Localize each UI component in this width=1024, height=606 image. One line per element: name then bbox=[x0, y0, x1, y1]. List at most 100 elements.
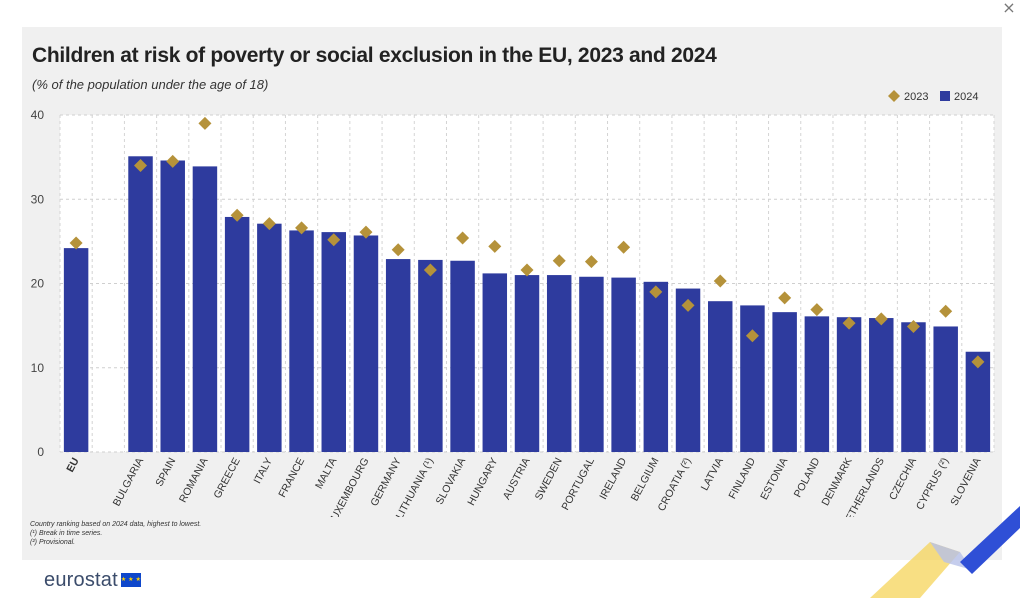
eu-flag-icon: ★ ★ ★ bbox=[120, 573, 141, 587]
bar-2024 bbox=[385, 259, 411, 452]
x-tick-label: GREECE bbox=[211, 456, 242, 501]
legend-label-2023: 2023 bbox=[904, 91, 928, 103]
bar-2024 bbox=[546, 275, 572, 452]
y-tick-label: 0 bbox=[37, 445, 44, 459]
marker-2023 bbox=[520, 263, 534, 277]
x-tick-label: POLAND bbox=[792, 455, 823, 499]
eu-flag-stars: ★ ★ ★ bbox=[120, 576, 141, 583]
x-tick-label: BELGIUM bbox=[629, 456, 662, 503]
marker-2023 bbox=[166, 154, 180, 168]
marker-2023 bbox=[906, 319, 920, 333]
x-tick-label: MALTA bbox=[313, 456, 339, 491]
bar-2024 bbox=[418, 259, 443, 452]
x-tick-label: PORTUGAL bbox=[559, 456, 597, 513]
bar-2024 bbox=[933, 326, 958, 452]
marker-2023 bbox=[423, 263, 437, 277]
close-button[interactable]: × bbox=[1002, 0, 1016, 17]
eurostat-swoosh-decoration bbox=[870, 506, 1020, 598]
x-tick-label: AUSTRIA bbox=[501, 456, 533, 502]
bar-2024 bbox=[675, 288, 701, 452]
marker-2023 bbox=[134, 159, 148, 173]
x-tick-label: IRELAND bbox=[597, 455, 629, 501]
marker-2023 bbox=[939, 304, 953, 318]
marker-2023 bbox=[971, 355, 985, 369]
bar-2024 bbox=[772, 312, 797, 452]
x-tick-label: CZECHIA bbox=[887, 456, 919, 502]
marker-2023 bbox=[649, 285, 663, 299]
bar-2024 bbox=[869, 318, 894, 452]
chart-notes: Country ranking based on 2024 data, high… bbox=[30, 520, 201, 547]
bar-2024 bbox=[482, 273, 508, 452]
bar-2024 bbox=[643, 281, 669, 452]
marker-2023 bbox=[391, 243, 405, 257]
x-tick-label: SPAIN bbox=[153, 456, 178, 489]
legend-marker-2023 bbox=[888, 90, 900, 102]
x-tick-label: FRANCE bbox=[276, 456, 307, 500]
bar-2024 bbox=[836, 317, 862, 452]
bar-2024 bbox=[708, 301, 733, 452]
x-tick-label: LATVIA bbox=[699, 456, 726, 493]
bar-2024 bbox=[128, 156, 153, 452]
bar-2024 bbox=[192, 166, 218, 452]
marker-2023 bbox=[230, 208, 244, 222]
bar-2024 bbox=[63, 248, 89, 452]
eurostat-wordmark: eurostat bbox=[44, 568, 118, 591]
legend-label-2024: 2024 bbox=[954, 91, 978, 103]
x-tick-label: BULGARIA bbox=[111, 456, 147, 509]
chart-subtitle: (% of the population under the age of 18… bbox=[32, 77, 269, 92]
bar-2024 bbox=[353, 235, 379, 452]
x-tick-label: DENMARK bbox=[819, 456, 854, 508]
marker-2023 bbox=[617, 240, 631, 254]
bar-2024 bbox=[224, 216, 250, 452]
x-tick-label: HUNGARY bbox=[465, 456, 500, 508]
x-tick-label: SLOVAKIA bbox=[434, 456, 469, 507]
bar-2024 bbox=[257, 223, 282, 452]
marker-2023 bbox=[198, 116, 212, 130]
marker-2023 bbox=[842, 316, 856, 330]
bar-2024 bbox=[514, 275, 540, 452]
eurostat-logo: eurostat ★ ★ ★ bbox=[44, 568, 141, 592]
x-tick-label: ESTONIA bbox=[758, 456, 790, 502]
marker-2023 bbox=[584, 255, 598, 269]
x-tick-label: CROATIA (²) bbox=[656, 456, 694, 513]
marker-2023 bbox=[874, 312, 888, 326]
marker-2023 bbox=[681, 298, 695, 312]
bar-2024 bbox=[965, 351, 991, 452]
bar-2024 bbox=[740, 305, 765, 452]
note-provisional: (²) Provisional. bbox=[30, 539, 76, 546]
y-tick-label: 10 bbox=[31, 361, 45, 375]
y-tick-label: 30 bbox=[31, 192, 45, 206]
bar-2024 bbox=[804, 316, 830, 452]
bar-2024 bbox=[611, 277, 636, 452]
x-tick-label: ITALY bbox=[251, 456, 275, 486]
marker-2023 bbox=[327, 233, 341, 247]
marker-2023 bbox=[745, 329, 759, 343]
x-tick-label: GERMANY bbox=[368, 456, 404, 509]
note-ranking: Country ranking based on 2024 data, high… bbox=[30, 521, 202, 528]
legend-marker-2024 bbox=[940, 91, 950, 101]
bar-2024 bbox=[450, 260, 475, 452]
bar-2024 bbox=[289, 230, 314, 452]
x-tick-label: EU bbox=[64, 456, 81, 475]
marker-2023 bbox=[69, 236, 83, 250]
chart-card: Children at risk of poverty or social ex… bbox=[22, 27, 1002, 560]
bar-2024 bbox=[579, 276, 604, 452]
marker-2023 bbox=[359, 225, 373, 239]
note-break: (¹) Break in time series. bbox=[30, 530, 103, 537]
bar-2024 bbox=[160, 160, 185, 452]
x-tick-label: ROMANIA bbox=[177, 456, 211, 505]
marker-2023 bbox=[713, 274, 727, 288]
marker-2023 bbox=[262, 217, 276, 231]
marker-2023 bbox=[778, 291, 792, 305]
marker-2023 bbox=[552, 254, 566, 268]
x-tick-label: FINLAND bbox=[726, 455, 758, 501]
bar-2024 bbox=[321, 232, 346, 452]
bar-2024 bbox=[901, 322, 926, 452]
marker-2023 bbox=[295, 221, 309, 235]
chart-title: Children at risk of poverty or social ex… bbox=[32, 44, 717, 67]
marker-2023 bbox=[456, 231, 470, 245]
y-tick-label: 20 bbox=[31, 277, 45, 291]
marker-2023 bbox=[488, 239, 502, 253]
y-tick-label: 40 bbox=[31, 108, 45, 122]
